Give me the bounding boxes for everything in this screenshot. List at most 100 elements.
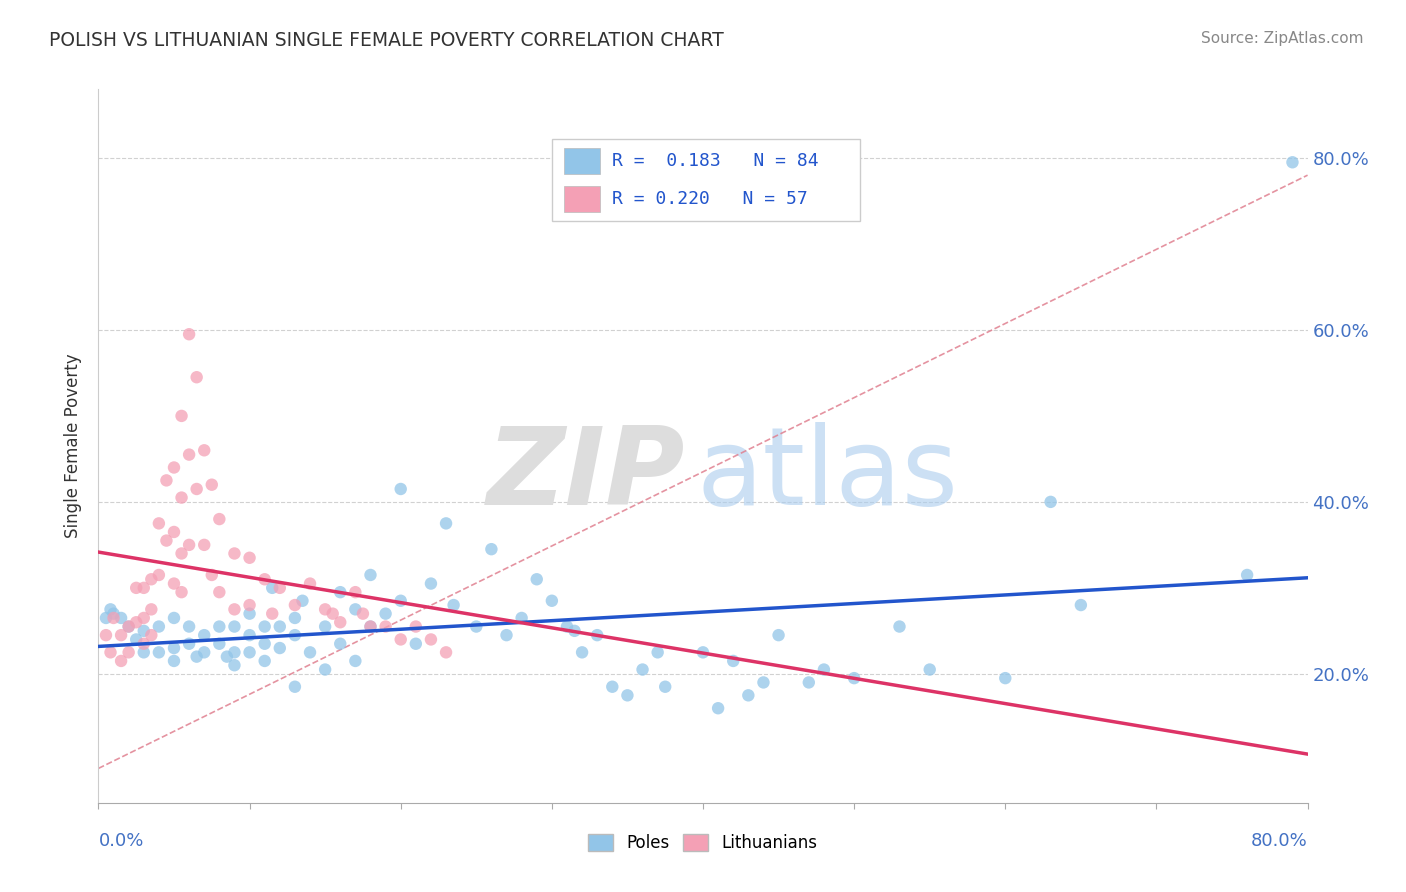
Point <box>262 581 284 595</box>
Point <box>100 602 122 616</box>
Point <box>465 619 488 633</box>
Point <box>179 448 201 462</box>
Point <box>768 628 790 642</box>
Point <box>1039 495 1062 509</box>
Point <box>132 645 155 659</box>
Point <box>118 619 141 633</box>
Point <box>813 663 835 677</box>
Point <box>1070 598 1092 612</box>
Point <box>239 550 262 565</box>
Point <box>179 637 201 651</box>
Point <box>132 637 155 651</box>
Bar <box>564 186 600 212</box>
Point <box>647 645 669 659</box>
Point <box>148 568 170 582</box>
Point <box>239 628 262 642</box>
Point <box>389 482 412 496</box>
Text: ZIP: ZIP <box>486 422 685 527</box>
Point <box>239 607 262 621</box>
Point <box>797 675 820 690</box>
Point <box>564 624 586 638</box>
Point <box>163 611 186 625</box>
Point <box>201 568 224 582</box>
Point <box>434 516 457 531</box>
Point <box>94 628 117 642</box>
Point <box>314 619 336 633</box>
Point <box>344 654 367 668</box>
Point <box>253 572 276 586</box>
Point <box>352 607 374 621</box>
Point <box>141 602 163 616</box>
Point <box>374 619 396 633</box>
Point <box>374 607 396 621</box>
Point <box>495 628 517 642</box>
Point <box>314 663 336 677</box>
Point <box>253 654 276 668</box>
Point <box>586 628 609 642</box>
Point <box>253 619 276 633</box>
Point <box>141 572 163 586</box>
Text: atlas: atlas <box>697 422 959 527</box>
Point <box>329 637 352 651</box>
Point <box>844 671 866 685</box>
Point <box>186 482 208 496</box>
Point <box>186 370 208 384</box>
Point <box>179 619 201 633</box>
Point <box>654 680 676 694</box>
Point <box>360 619 382 633</box>
Point <box>163 641 186 656</box>
Legend: Poles, Lithuanians: Poles, Lithuanians <box>582 827 824 859</box>
Point <box>148 516 170 531</box>
Point <box>132 624 155 638</box>
Point <box>179 538 201 552</box>
Point <box>344 585 367 599</box>
Point <box>148 645 170 659</box>
Point <box>707 701 730 715</box>
Point <box>224 645 246 659</box>
Text: POLISH VS LITHUANIAN SINGLE FEMALE POVERTY CORRELATION CHART: POLISH VS LITHUANIAN SINGLE FEMALE POVER… <box>49 31 724 50</box>
Point <box>269 641 291 656</box>
Point <box>540 593 562 607</box>
Point <box>299 576 322 591</box>
Point <box>602 680 624 694</box>
Y-axis label: Single Female Poverty: Single Female Poverty <box>65 354 83 538</box>
Point <box>262 607 284 621</box>
Point <box>291 593 314 607</box>
Point <box>284 611 307 625</box>
Point <box>132 611 155 625</box>
Point <box>420 632 443 647</box>
Point <box>329 585 352 599</box>
Point <box>239 645 262 659</box>
Point <box>170 409 193 423</box>
Point <box>163 524 186 539</box>
Point <box>110 654 132 668</box>
Point <box>170 585 193 599</box>
Point <box>215 649 238 664</box>
Point <box>322 607 344 621</box>
Point <box>510 611 533 625</box>
Point <box>125 615 148 630</box>
Text: Source: ZipAtlas.com: Source: ZipAtlas.com <box>1201 31 1364 46</box>
Point <box>889 619 911 633</box>
Point <box>208 637 231 651</box>
Point <box>389 593 412 607</box>
Point <box>329 615 352 630</box>
Point <box>132 581 155 595</box>
Point <box>571 645 593 659</box>
Point <box>94 611 117 625</box>
Point <box>994 671 1017 685</box>
Point <box>443 598 465 612</box>
Point <box>299 645 322 659</box>
Point <box>103 611 125 625</box>
Point <box>208 585 231 599</box>
Point <box>170 491 193 505</box>
Point <box>631 663 654 677</box>
Point <box>737 689 759 703</box>
Text: R = 0.220   N = 57: R = 0.220 N = 57 <box>613 190 808 208</box>
Point <box>616 689 638 703</box>
Point <box>224 546 246 560</box>
Point <box>125 581 148 595</box>
Point <box>163 654 186 668</box>
Point <box>723 654 745 668</box>
Point <box>526 572 548 586</box>
